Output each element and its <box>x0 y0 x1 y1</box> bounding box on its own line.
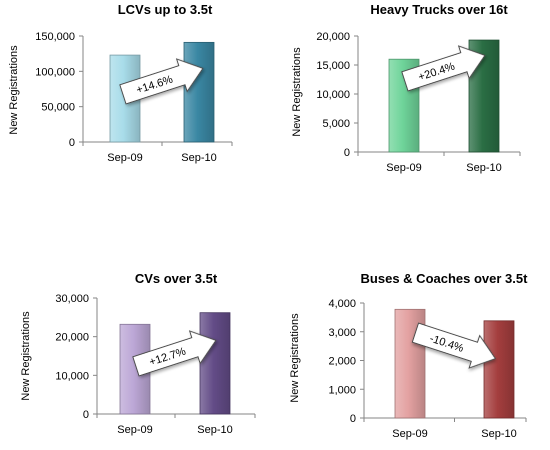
chart-title: CVs over 3.5t <box>135 271 218 286</box>
chart-title: Buses & Coaches over 3.5t <box>361 271 529 286</box>
y-axis-label: New Registrations <box>289 313 301 403</box>
y-tick-label: 5,000 <box>322 118 350 130</box>
y-tick-label: 150,000 <box>35 31 75 43</box>
x-tick-label: Sep-10 <box>481 428 516 440</box>
y-axis-label: New Registrations <box>20 311 32 401</box>
y-tick-label: 0 <box>344 147 350 159</box>
x-tick-label: Sep-10 <box>197 424 232 436</box>
chart-panel-3: CVs over 3.5t New Registrations 0 10,000 20,… <box>20 271 256 436</box>
y-tick-label: 0 <box>350 413 356 425</box>
y-tick-label: 0 <box>69 137 75 149</box>
y-tick-label: 20,000 <box>316 31 350 43</box>
change-arrow: -10.4% <box>411 322 497 369</box>
y-tick-label: 50,000 <box>41 102 75 114</box>
y-tick-label: 10,000 <box>316 89 350 101</box>
arrow-shape <box>401 45 486 92</box>
x-tick-label: Sep-09 <box>117 424 152 436</box>
x-tick-label: Sep-09 <box>107 152 142 164</box>
change-arrow: +14.6% <box>119 58 204 105</box>
y-axis-label: New Registrations <box>291 47 303 137</box>
bar-sep-10 <box>183 41 215 143</box>
bar-sep-10 <box>199 312 231 415</box>
y-tick-label: 15,000 <box>316 60 350 72</box>
arrow-shape <box>132 330 217 377</box>
chart-panel-2: Heavy Trucks over 16t New Registrations 0 5… <box>291 2 521 174</box>
x-tick-label: Sep-10 <box>181 152 216 164</box>
y-tick-label: 30,000 <box>55 293 89 305</box>
y-tick-label: 10,000 <box>55 370 89 382</box>
chart-panel-4: Buses & Coaches over 3.5t New Registratio… <box>289 271 528 440</box>
change-arrow: +12.7% <box>132 330 217 377</box>
change-arrow: +20.4% <box>401 45 486 92</box>
bar-sep-10 <box>483 320 515 419</box>
arrow-shape <box>411 322 497 369</box>
y-tick-label: 1,000 <box>328 384 356 396</box>
chart-title: Heavy Trucks over 16t <box>370 2 508 17</box>
y-tick-label: 0 <box>83 409 89 421</box>
y-tick-label: 2,000 <box>328 356 356 368</box>
chart-title: LCVs up to 3.5t <box>118 2 213 17</box>
x-tick-label: Sep-09 <box>386 162 421 174</box>
arrow-shape <box>119 58 204 105</box>
y-tick-label: 100,000 <box>35 66 75 78</box>
y-tick-label: 4,000 <box>328 298 356 310</box>
chart-panel-1: LCVs up to 3.5t New Registrations 0 50,000 1… <box>8 2 233 164</box>
y-tick-label: 20,000 <box>55 332 89 344</box>
x-tick-label: Sep-09 <box>392 428 427 440</box>
y-axis-label: New Registrations <box>8 45 20 135</box>
y-tick-label: 3,000 <box>328 327 356 339</box>
x-tick-label: Sep-10 <box>466 162 501 174</box>
